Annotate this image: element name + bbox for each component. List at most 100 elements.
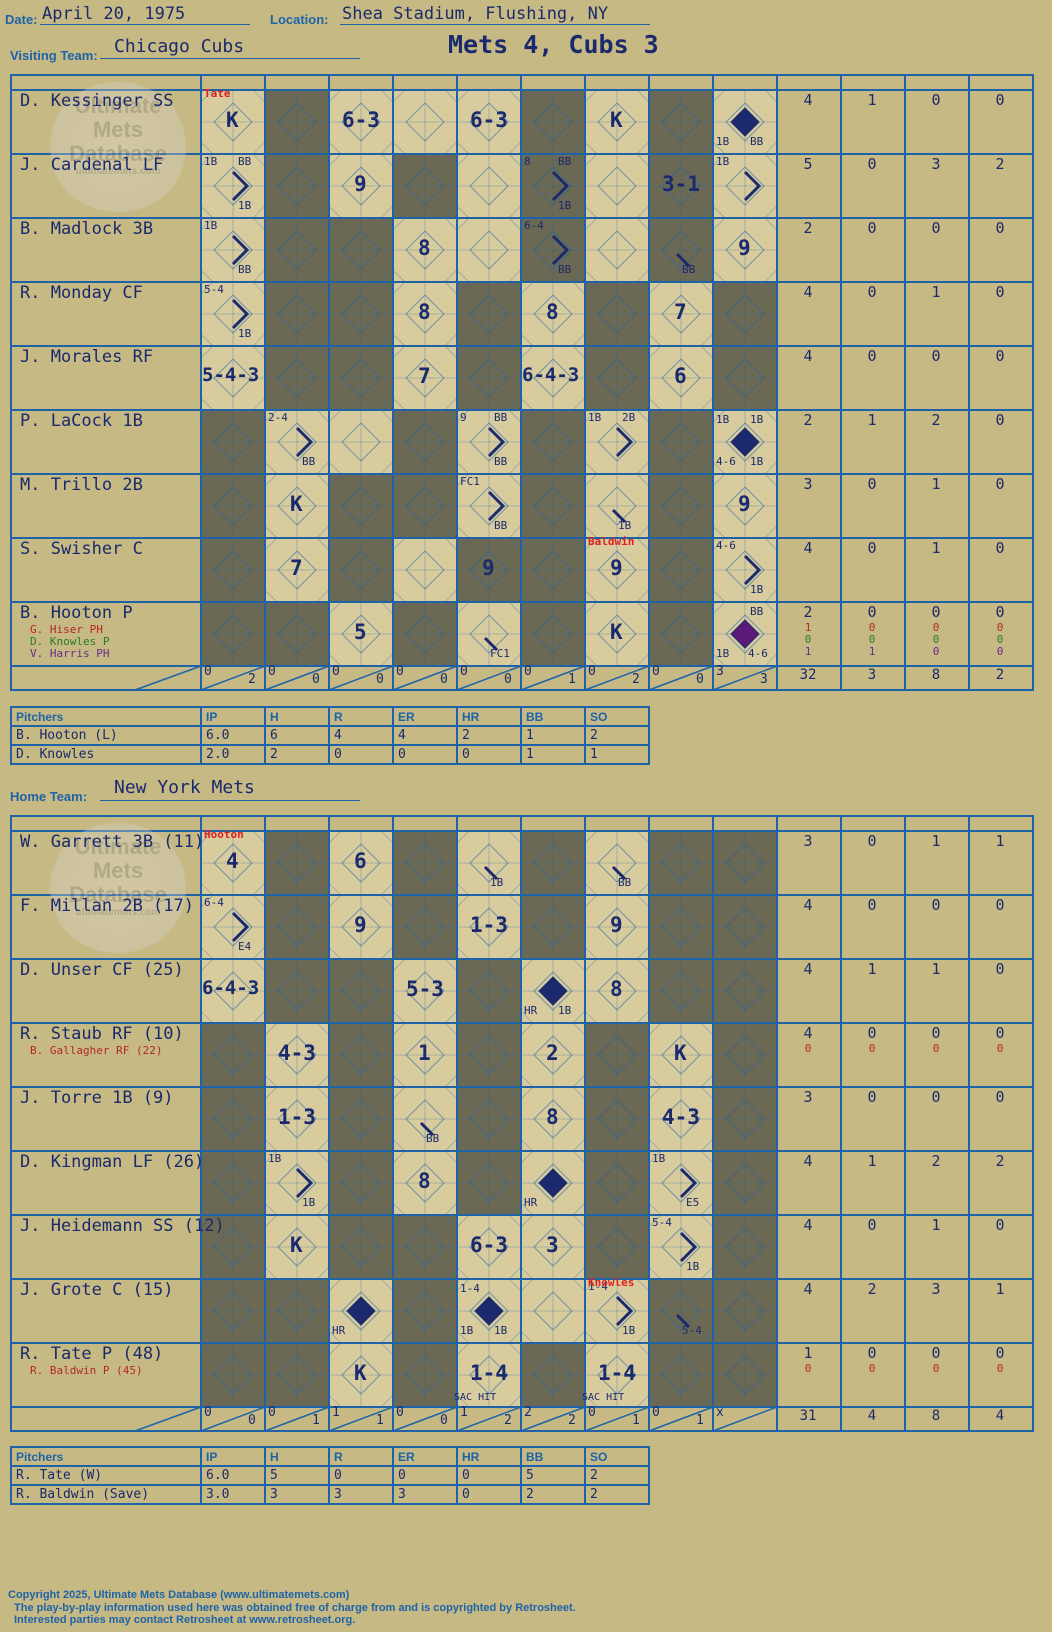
play-result: 8: [546, 1105, 559, 1129]
retrosheet-contact: Interested parties may contact Retroshee…: [14, 1614, 356, 1626]
pitching-stat: 4: [392, 725, 458, 746]
base-diamond: [533, 614, 573, 654]
base-diamond: [277, 166, 317, 206]
batter-stat: 0: [867, 1024, 877, 1042]
base-diamond: [341, 1035, 381, 1075]
base-diamond: [533, 550, 573, 590]
pitcher-change-note: Tate: [204, 87, 231, 100]
inning-runs: 0: [332, 664, 340, 679]
base-diamond: [597, 1227, 637, 1267]
play-result: 9: [738, 236, 751, 260]
substitute-stat: 0: [868, 621, 876, 634]
home-team-label: Home Team:: [10, 789, 88, 804]
substitute-name: R. Baldwin P (45): [30, 1364, 143, 1377]
base-diamond: [533, 1291, 573, 1331]
base-diamond: [405, 971, 445, 1011]
base-path-mark: [295, 1167, 314, 1199]
base-diamond: [277, 1099, 317, 1139]
base-diamond: [213, 358, 253, 398]
totals-divider: [584, 665, 650, 691]
substitute-stat: 0: [996, 633, 1004, 646]
inning-hits: 3: [760, 672, 768, 687]
batter-stat: 4: [803, 539, 813, 557]
play-annotation: 1B: [750, 455, 764, 468]
base-path-mark: [231, 298, 250, 330]
pitching-stat: 2: [584, 1465, 650, 1486]
base-path-mark: [743, 170, 762, 202]
substitute-name: G. Hiser PH: [30, 623, 103, 636]
base-diamond: [341, 614, 381, 654]
location-label: Location:: [270, 12, 329, 27]
batter-stat: 0: [995, 1024, 1005, 1042]
batter-stat: 0: [995, 91, 1005, 109]
play-annotation: 1B: [302, 1196, 316, 1209]
play-annotation: BB: [494, 519, 508, 532]
pitching-stat: 4: [328, 725, 394, 746]
play-annotation: 1B: [716, 413, 730, 426]
pitching-stat: 3.0: [200, 1484, 266, 1505]
batter-stat: 0: [867, 832, 877, 850]
base-diamond: [213, 1099, 253, 1139]
play-annotation: BB: [558, 263, 572, 276]
play-result: 7: [418, 364, 431, 388]
play-annotation: 1B: [558, 1004, 572, 1017]
base-diamond: [661, 614, 701, 654]
batter-stat: 0: [995, 411, 1005, 429]
batter-stat: 0: [867, 283, 877, 301]
pitching-header: SO: [584, 1446, 650, 1467]
base-diamond: [341, 971, 381, 1011]
base-diamond: [213, 1163, 253, 1203]
base-path-mark: [419, 1121, 435, 1137]
batter-stat: 1: [931, 475, 941, 493]
batter-stat: 1: [995, 1280, 1005, 1298]
watermark-text: Mets: [92, 858, 144, 883]
base-diamond: [341, 1227, 381, 1267]
base-diamond: [405, 230, 445, 270]
batter-stat: 0: [867, 475, 877, 493]
play-annotation: 1B: [238, 327, 252, 340]
base-diamond: [597, 1099, 637, 1139]
play-result: 6: [674, 364, 687, 388]
base-diamond: [341, 230, 381, 270]
inning-hits: 0: [248, 1413, 256, 1428]
inning-runs: 0: [652, 1405, 660, 1420]
base-path-mark: [679, 1231, 698, 1263]
base-diamond: [341, 166, 381, 206]
inning-hits: 2: [632, 672, 640, 687]
visiting-team-label: Visiting Team:: [10, 48, 98, 63]
inning-runs: 1: [460, 1405, 468, 1420]
play-annotation: 5-4: [204, 283, 224, 296]
ultimate-mets-watermark-logo: Ultimate Mets Database ultimatemets.com: [48, 823, 188, 953]
pitching-header: HR: [456, 706, 522, 727]
visitors-scorecard: Ultimate Mets Database ultimatemets.com D. K…: [10, 74, 1034, 694]
inning-hits: 0: [696, 672, 704, 687]
pitching-header: BB: [520, 1446, 586, 1467]
play-result: 5: [354, 620, 367, 644]
base-diamond: [277, 1355, 317, 1395]
base-diamond: [213, 486, 253, 526]
play-result: 1-4: [470, 1361, 508, 1385]
inning-runs: 0: [204, 1405, 212, 1420]
base-diamond: [213, 1227, 253, 1267]
play-annotation: 1B: [716, 155, 730, 168]
base-diamond: [533, 907, 573, 947]
batter-stat: 1: [931, 539, 941, 557]
pitching-stat: 6.0: [200, 725, 266, 746]
batter-stat: 0: [867, 155, 877, 173]
play-result: 2: [546, 1041, 559, 1065]
base-diamond: [277, 971, 317, 1011]
batter-stat: 4: [803, 283, 813, 301]
batter-stat: 2: [995, 1152, 1005, 1170]
base-diamond: [405, 550, 445, 590]
play-annotation: 1B: [204, 219, 218, 232]
batter-stat: 2: [931, 1152, 941, 1170]
watermark-text: ultimatemets.com: [75, 907, 161, 918]
home-pitching-table: Pitchers IP H R ER HR BB SO R. Tate (W) 6.0 5 0 0 0 5 2…: [10, 1446, 650, 1505]
base-diamond: [725, 294, 765, 334]
base-diamond: [469, 294, 509, 334]
totals-divider: [456, 1406, 522, 1432]
totals-divider: [712, 1406, 778, 1432]
batter-stat: 1: [931, 960, 941, 978]
game-location: Shea Stadium, Flushing, NY: [342, 4, 609, 24]
